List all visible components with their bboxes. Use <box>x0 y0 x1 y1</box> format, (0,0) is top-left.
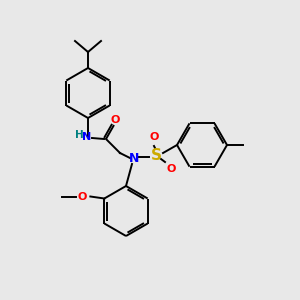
Text: S: S <box>151 148 161 163</box>
Text: H: H <box>75 130 83 140</box>
Text: O: O <box>78 191 87 202</box>
Text: N: N <box>129 152 139 166</box>
Text: O: O <box>166 164 176 174</box>
Text: N: N <box>82 132 91 142</box>
Text: O: O <box>149 132 159 142</box>
Text: O: O <box>110 115 120 125</box>
